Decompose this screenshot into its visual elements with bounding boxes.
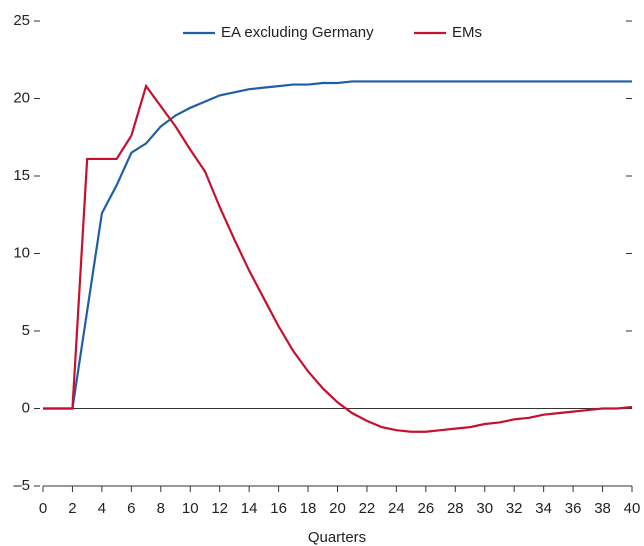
- legend-label: EMs: [452, 24, 482, 41]
- x-tick-label: 32: [506, 500, 523, 517]
- y-tick-label: 10: [13, 244, 30, 261]
- x-tick-label: 4: [98, 500, 106, 517]
- x-tick-label: 22: [359, 500, 376, 517]
- y-tick-label: 5: [22, 322, 30, 339]
- x-tick-label: 14: [241, 500, 258, 517]
- y-tick-label: 20: [13, 89, 30, 106]
- x-tick-label: 36: [565, 500, 582, 517]
- x-tick-label: 24: [388, 500, 405, 517]
- x-tick-label: 34: [535, 500, 552, 517]
- x-tick-label: 38: [594, 500, 611, 517]
- y-tick-label: 0: [22, 399, 30, 416]
- series-line: [43, 80, 632, 410]
- series-line: [43, 83, 633, 433]
- x-tick-label: 6: [127, 500, 135, 517]
- x-tick-label: 10: [182, 500, 199, 517]
- y-tick-label: –5: [13, 477, 30, 494]
- y-tick-label: 15: [13, 167, 30, 184]
- x-tick-label: 8: [157, 500, 165, 517]
- x-tick-label: 20: [329, 500, 346, 517]
- x-tick-label: 16: [270, 500, 287, 517]
- legend-label: EA excluding Germany: [221, 24, 374, 41]
- x-tick-label: 26: [418, 500, 435, 517]
- x-tick-label: 30: [476, 500, 493, 517]
- x-tick-label: 2: [68, 500, 76, 517]
- y-tick-label: 25: [13, 12, 30, 29]
- x-tick-label: 40: [624, 500, 641, 517]
- x-tick-label: 18: [300, 500, 317, 517]
- x-tick-label: 28: [447, 500, 464, 517]
- x-axis-label: Quarters: [308, 529, 366, 546]
- x-tick-label: 12: [211, 500, 228, 517]
- x-tick-label: 0: [39, 500, 47, 517]
